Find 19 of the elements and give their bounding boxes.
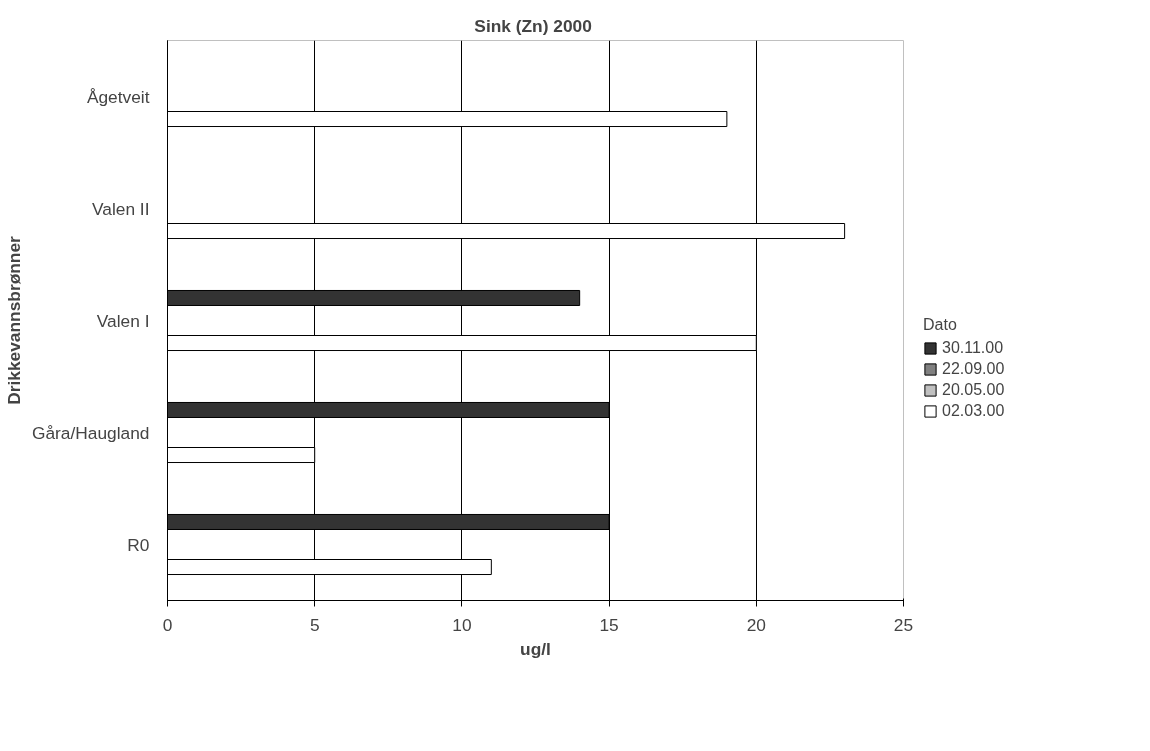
x-tick-label: 0 (162, 614, 173, 635)
x-tick-label: 25 (893, 614, 914, 635)
x-tick-label: 5 (309, 614, 320, 635)
y-axis-title: Drikkevannsbrønner (3, 235, 24, 405)
legend-label: 20.05.00 (942, 381, 1005, 399)
legend-title: Dato (923, 316, 958, 334)
chart-title: Sink (Zn) 2000 (474, 15, 592, 36)
x-axis-title: ug/l (520, 638, 551, 659)
y-tick-label: Gåra/Haugland (31, 422, 150, 443)
y-tick-label: Ågetveit (86, 86, 150, 107)
x-tick-label: 10 (452, 614, 472, 635)
y-tick-label: Valen II (92, 198, 150, 219)
legend-label: 02.03.00 (942, 402, 1005, 420)
x-tick-label: 20 (746, 614, 766, 635)
y-tick-label: Valen I (96, 310, 150, 331)
legend-label: 22.09.00 (942, 360, 1005, 378)
y-tick-label: R0 (127, 534, 150, 555)
legend-label: 30.11.00 (942, 339, 1004, 357)
x-tick-label: 15 (599, 614, 619, 635)
